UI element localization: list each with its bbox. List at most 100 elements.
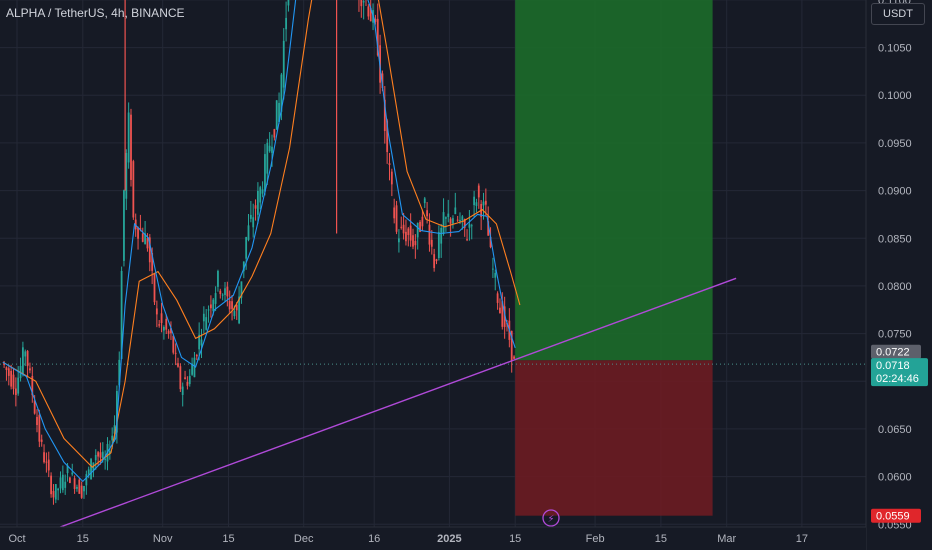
candle-body (275, 100, 278, 130)
candle-body (57, 488, 60, 491)
entry-price-label-bg (871, 344, 921, 359)
candle-body (447, 213, 450, 218)
candle-body (285, 17, 287, 30)
candle-body (52, 490, 55, 498)
candle-body (487, 221, 490, 236)
trendline (2, 277, 737, 549)
candle-body (104, 458, 107, 460)
candle-body (118, 359, 121, 386)
price-tick-label: 0.0850 (878, 233, 912, 245)
candle-body (247, 225, 250, 240)
candle-body (12, 374, 15, 389)
candle-body (440, 227, 443, 244)
candle-body (501, 301, 504, 327)
candle-body (456, 219, 459, 221)
candle-body (482, 201, 485, 206)
currency-button[interactable]: USDT (871, 3, 925, 25)
candle-body (130, 114, 132, 180)
candle-body (367, 6, 370, 17)
entry-price-label: 0.0722 (876, 347, 910, 359)
candle-body (252, 217, 255, 228)
candle-body (184, 377, 186, 379)
candle-body (167, 330, 170, 334)
candle-body (388, 163, 391, 166)
candle-body (90, 458, 92, 480)
candle-body (85, 474, 88, 486)
price-tick-label: 0.0650 (878, 424, 912, 436)
candle-body (108, 450, 111, 454)
candle-body (69, 477, 71, 483)
candle-body (73, 478, 76, 489)
countdown-label: 02:24:46 (876, 373, 919, 385)
candle-body (386, 120, 389, 153)
candle-body (405, 231, 407, 242)
candle-body (163, 326, 165, 331)
price-axis-bg (866, 0, 932, 550)
candle-body (186, 382, 189, 386)
candle-body (141, 233, 144, 242)
candle-body (24, 351, 27, 357)
candle-body (54, 484, 57, 500)
candle-body (165, 318, 168, 330)
candle-body (177, 363, 179, 367)
candle-body (259, 187, 262, 203)
candle-body (416, 222, 419, 238)
candle-body (160, 313, 163, 324)
time-tick-label: Oct (8, 533, 25, 545)
time-tick-label: Feb (586, 533, 605, 545)
candle-body (205, 317, 208, 330)
candle-body (50, 475, 52, 495)
candle-body (158, 324, 161, 326)
candle-body (228, 301, 231, 310)
time-tick-label: Mar (717, 533, 736, 545)
candle-body (83, 485, 85, 492)
candle-body (59, 477, 62, 489)
price-tick-label: 0.1000 (878, 90, 912, 102)
candle-body (266, 142, 269, 174)
candle-body (231, 301, 233, 309)
price-tick-label: 0.0800 (878, 281, 912, 293)
candle-body (282, 40, 285, 88)
candle-body (80, 485, 83, 498)
candle-body (221, 294, 224, 296)
candle-body (393, 207, 396, 219)
candle-body (430, 239, 433, 247)
candle-body (489, 236, 492, 248)
candle-body (398, 238, 400, 243)
candle-body (188, 376, 191, 385)
time-tick-label: 16 (368, 533, 380, 545)
candle-body (71, 472, 74, 475)
candle-body (496, 293, 499, 303)
stop-zone (515, 360, 713, 516)
candle-body (172, 336, 175, 353)
candle-body (445, 217, 447, 219)
candle-body (433, 254, 436, 269)
candle-body (459, 220, 461, 222)
candle-body (210, 304, 212, 309)
candle-body (14, 388, 17, 395)
price-tick-label: 0.0750 (878, 329, 912, 341)
candle-body (120, 270, 123, 359)
candle-body (45, 461, 48, 463)
candle-body (475, 202, 478, 206)
candle-body (132, 161, 135, 218)
candle-body (494, 272, 497, 278)
time-tick-label: 15 (509, 533, 521, 545)
candle-body (374, 18, 377, 22)
candle-body (31, 376, 34, 396)
candle-body (235, 304, 238, 311)
candle-body (195, 354, 198, 357)
time-tick-label: 17 (796, 533, 808, 545)
candle-body (452, 218, 454, 224)
candle-body (38, 414, 41, 442)
candle-body (217, 270, 219, 287)
candle-body (268, 145, 271, 152)
candle-body (242, 261, 245, 272)
candle-body (437, 231, 440, 258)
candle-body (99, 452, 102, 458)
candle-body (7, 368, 10, 376)
stop-price-label-bg (871, 508, 921, 523)
candle-body (29, 368, 31, 371)
